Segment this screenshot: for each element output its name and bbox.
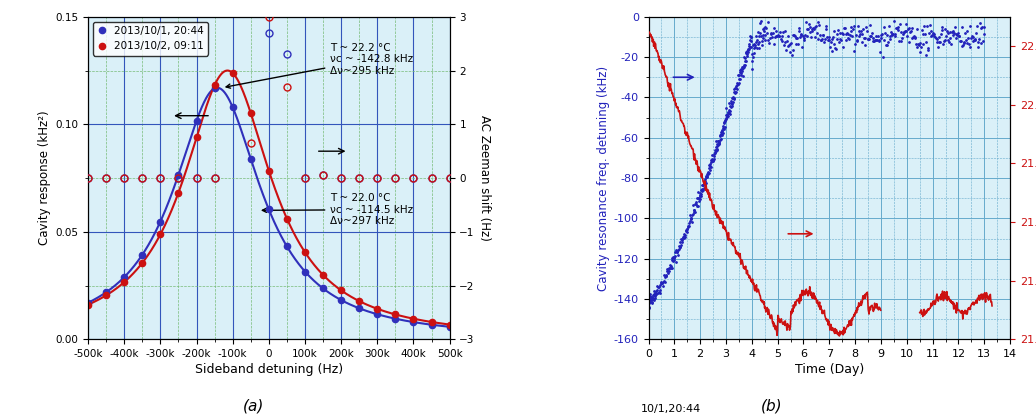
2013/10/1, 20:44 [407, 320, 420, 325]
2013/10/2, 09:11 [118, 279, 131, 285]
2013/10/1, 20:44 [118, 274, 131, 279]
2013/10/2, 09:11 [136, 260, 148, 265]
Text: T ~ 22.0 °C
νc ~ -114.5 kHz
Δν~297 kHz: T ~ 22.0 °C νc ~ -114.5 kHz Δν~297 kHz [262, 193, 413, 226]
2013/10/1, 20:44 [172, 172, 184, 177]
2013/10/1, 20:44 [443, 324, 456, 329]
2013/10/1, 20:44 [317, 286, 329, 291]
2013/10/1, 20:44 [191, 118, 203, 123]
X-axis label: Sideband detuning (Hz): Sideband detuning (Hz) [195, 363, 343, 376]
2013/10/2, 09:11 [426, 319, 438, 324]
Y-axis label: Cavity response (kHz²): Cavity response (kHz²) [38, 111, 51, 246]
2013/10/2, 09:11 [154, 232, 167, 237]
2013/10/1, 20:44 [227, 105, 239, 110]
2013/10/2, 09:11 [335, 288, 347, 293]
2013/10/1, 20:44 [426, 322, 438, 327]
2013/10/1, 20:44 [281, 244, 293, 249]
2013/10/2, 09:11 [227, 70, 239, 75]
2013/10/1, 20:44 [82, 300, 94, 305]
2013/10/2, 09:11 [191, 135, 203, 140]
Line: 2013/10/2, 09:11: 2013/10/2, 09:11 [85, 70, 453, 328]
Y-axis label: Cavity resonance freq. detuning (kHz): Cavity resonance freq. detuning (kHz) [597, 65, 609, 291]
Text: T ~ 22.2 °C
νc ~ -142.8 kHz
Δν~295 kHz: T ~ 22.2 °C νc ~ -142.8 kHz Δν~295 kHz [226, 43, 413, 88]
2013/10/1, 20:44 [353, 306, 366, 311]
Text: (b): (b) [761, 398, 782, 414]
Legend: 2013/10/1, 20:44, 2013/10/2, 09:11: 2013/10/1, 20:44, 2013/10/2, 09:11 [93, 22, 208, 55]
2013/10/2, 09:11 [172, 190, 184, 195]
2013/10/2, 09:11 [443, 322, 456, 327]
2013/10/2, 09:11 [390, 312, 402, 317]
Text: 10/1,20:44: 10/1,20:44 [641, 404, 701, 414]
2013/10/2, 09:11 [298, 250, 311, 255]
2013/10/1, 20:44 [298, 269, 311, 274]
2013/10/1, 20:44 [335, 297, 347, 303]
2013/10/1, 20:44 [154, 219, 167, 224]
X-axis label: Time (Day): Time (Day) [795, 363, 864, 376]
2013/10/2, 09:11 [82, 302, 94, 307]
2013/10/2, 09:11 [208, 83, 221, 88]
2013/10/1, 20:44 [390, 316, 402, 321]
2013/10/1, 20:44 [99, 290, 112, 295]
2013/10/2, 09:11 [407, 316, 420, 321]
2013/10/2, 09:11 [353, 299, 366, 304]
2013/10/2, 09:11 [281, 216, 293, 221]
2013/10/1, 20:44 [263, 207, 276, 212]
2013/10/1, 20:44 [244, 157, 257, 162]
2013/10/2, 09:11 [317, 272, 329, 277]
2013/10/1, 20:44 [208, 86, 221, 91]
2013/10/2, 09:11 [263, 168, 276, 173]
Y-axis label: AC Zeeman shift (Hz): AC Zeeman shift (Hz) [479, 115, 491, 241]
2013/10/1, 20:44 [371, 312, 383, 317]
Text: (a): (a) [243, 398, 264, 414]
2013/10/2, 09:11 [99, 293, 112, 298]
Line: 2013/10/1, 20:44: 2013/10/1, 20:44 [85, 85, 453, 330]
2013/10/2, 09:11 [244, 111, 257, 116]
2013/10/2, 09:11 [371, 306, 383, 311]
2013/10/1, 20:44 [136, 252, 148, 257]
